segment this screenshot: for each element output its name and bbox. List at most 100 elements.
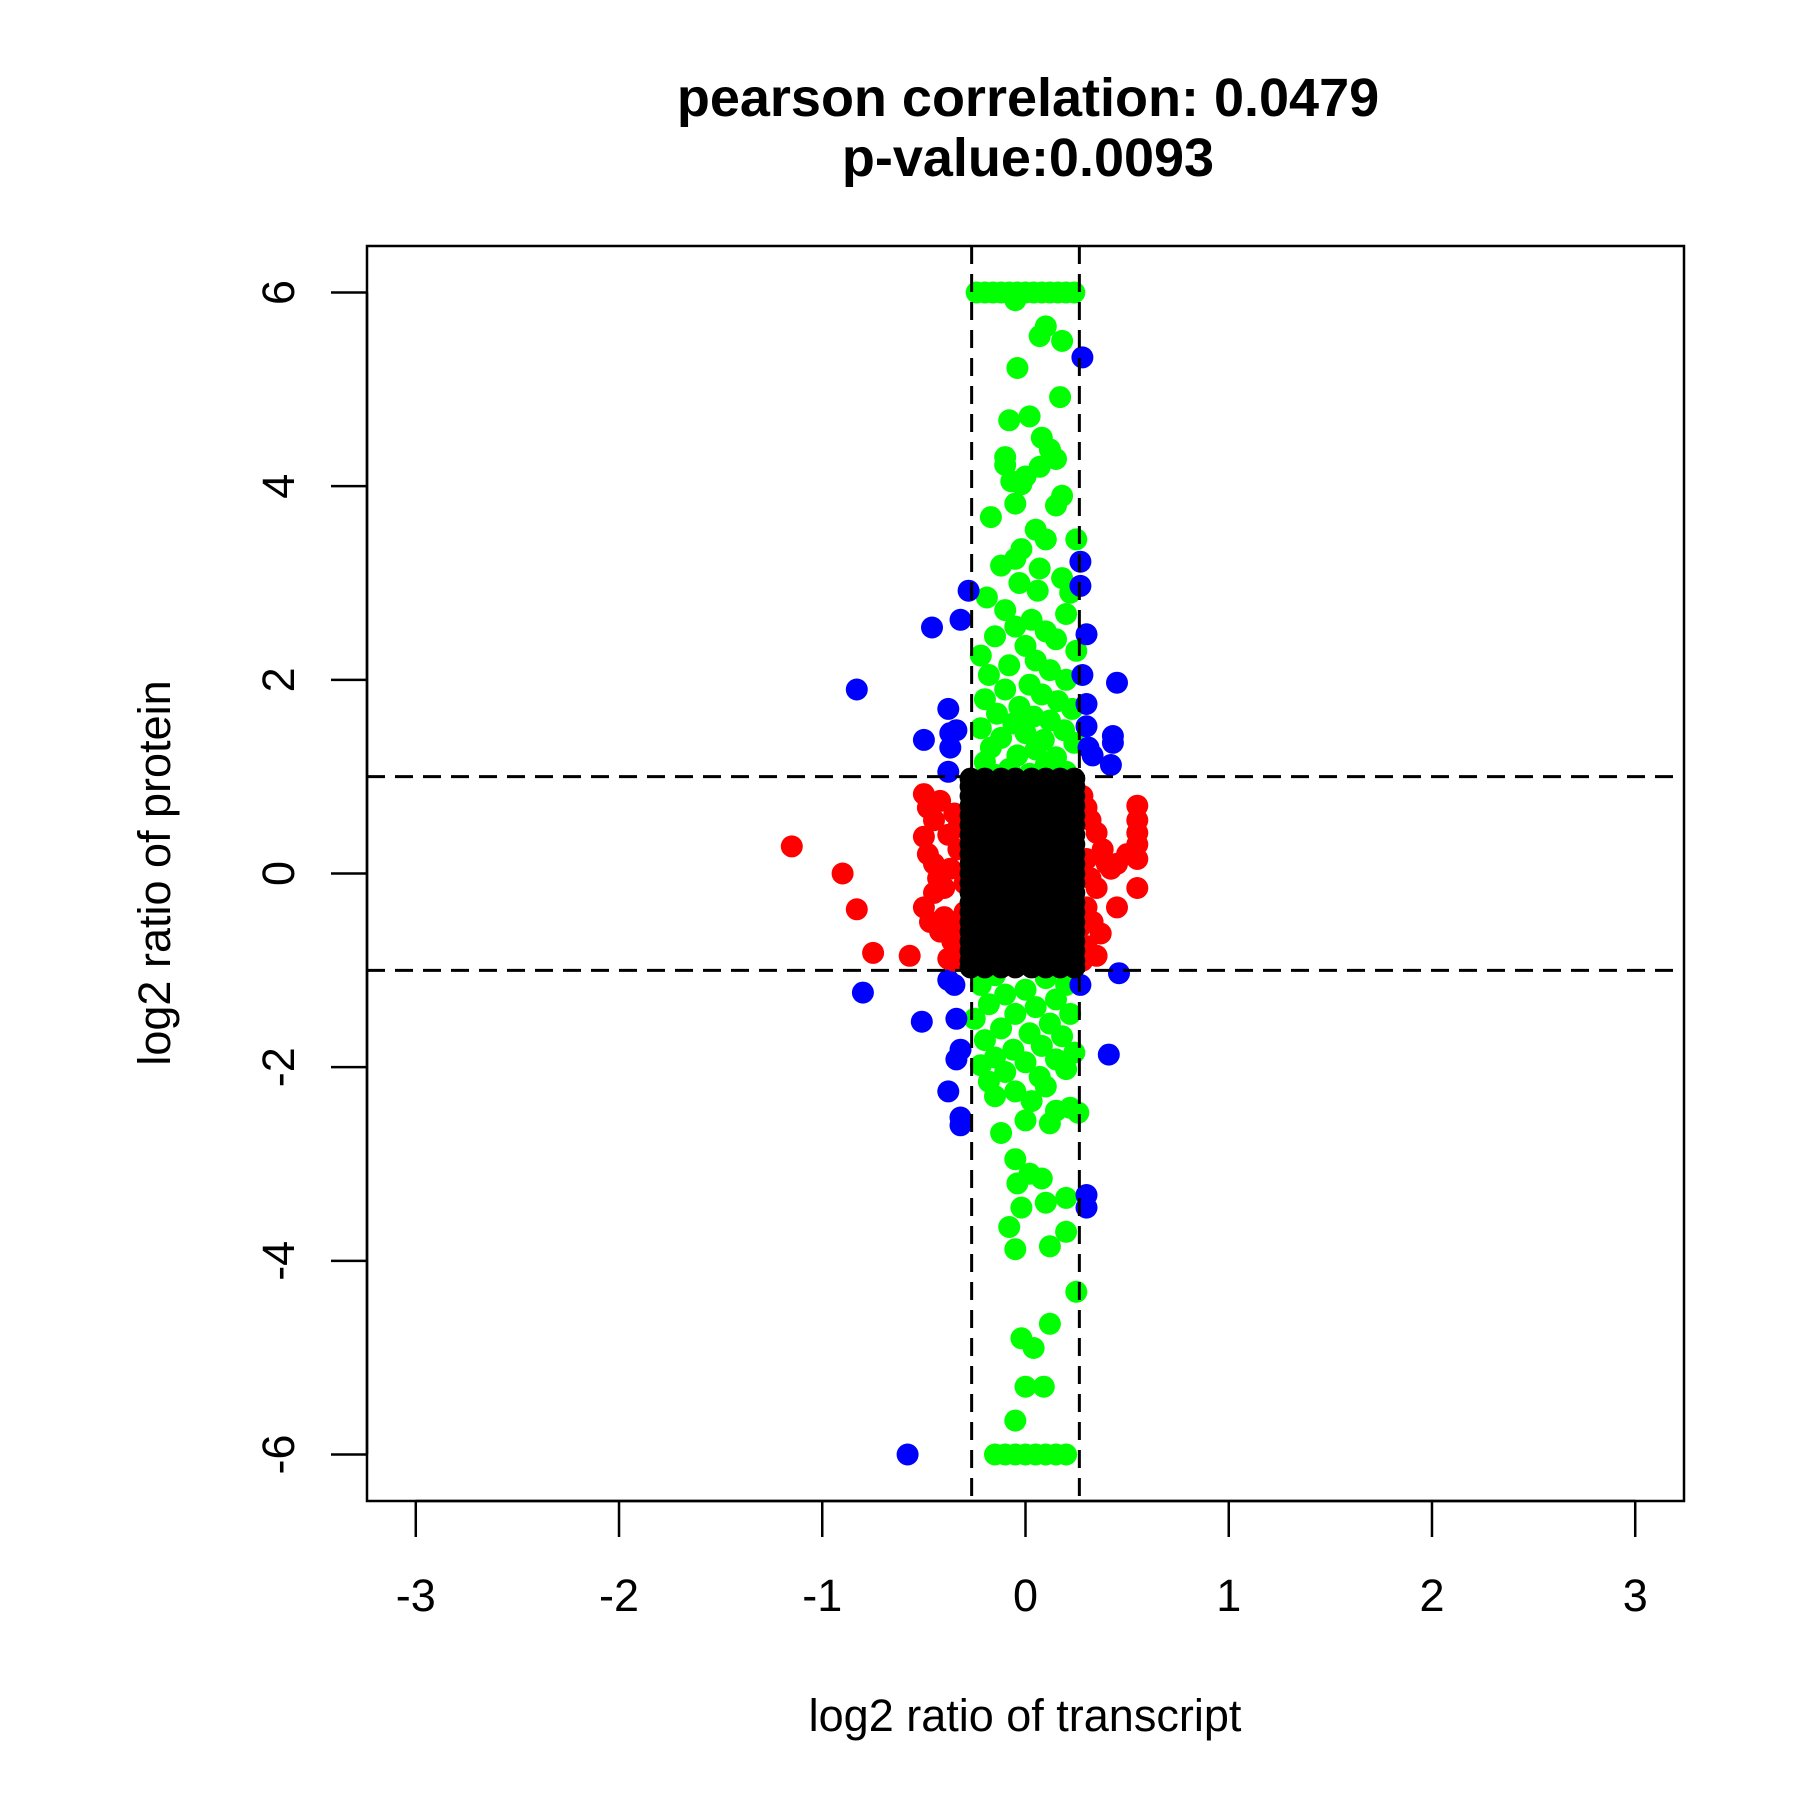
data-point xyxy=(1014,722,1037,745)
data-point xyxy=(1089,922,1112,945)
data-point xyxy=(1063,281,1086,304)
x-axis: -3 -2 -1 0 1 2 3 xyxy=(396,1499,1648,1621)
data-point xyxy=(1085,821,1108,844)
data-point xyxy=(1099,754,1122,776)
data-point xyxy=(939,857,962,880)
data-point xyxy=(937,697,960,720)
data-point xyxy=(1055,1220,1078,1243)
chart-title-line-2: p-value:0.0093 xyxy=(842,128,1214,188)
data-point xyxy=(1075,623,1098,646)
data-point xyxy=(1108,962,1130,985)
data-point xyxy=(937,760,960,783)
data-point xyxy=(851,981,874,1004)
data-point xyxy=(1014,1109,1037,1132)
data-point xyxy=(1045,448,1067,470)
data-point xyxy=(1014,978,1037,1001)
data-point xyxy=(1055,1058,1078,1081)
data-point xyxy=(1106,896,1128,919)
data-point xyxy=(1063,956,1086,979)
data-point xyxy=(994,983,1017,1006)
data-point xyxy=(1065,1280,1088,1303)
data-point xyxy=(1045,494,1067,517)
data-point xyxy=(1030,1167,1053,1190)
y-tick-label: -6 xyxy=(253,1434,304,1474)
data-point xyxy=(998,1216,1021,1238)
data-point xyxy=(1075,693,1098,715)
data-point xyxy=(780,835,803,858)
data-point xyxy=(1026,579,1049,602)
data-point xyxy=(1004,1409,1027,1432)
data-point xyxy=(945,719,968,742)
data-point xyxy=(1024,996,1047,1019)
data-point xyxy=(1038,1235,1061,1258)
data-point xyxy=(1004,1002,1027,1025)
data-point xyxy=(1065,528,1088,551)
data-point xyxy=(1006,1172,1029,1195)
data-point xyxy=(1004,956,1027,979)
data-point xyxy=(1034,1075,1057,1098)
data-point xyxy=(1038,1312,1061,1335)
data-point xyxy=(969,973,992,996)
data-point xyxy=(921,616,943,639)
data-point xyxy=(1045,988,1067,1011)
data-point xyxy=(896,1443,919,1466)
data-point xyxy=(1051,1025,1074,1048)
data-point xyxy=(1038,1112,1061,1135)
data-point xyxy=(1049,386,1072,409)
data-point xyxy=(994,678,1017,701)
chart-title-line-1: pearson correlation: 0.0479 xyxy=(677,68,1379,128)
data-point xyxy=(998,654,1021,677)
data-point xyxy=(994,599,1017,622)
data-point xyxy=(939,736,962,759)
data-point xyxy=(1010,473,1033,496)
y-tick-label: 2 xyxy=(253,667,304,692)
data-point xyxy=(923,881,945,904)
data-point xyxy=(1071,664,1094,686)
data-point xyxy=(990,1122,1013,1144)
y-axis-label: log2 ratio of protein xyxy=(129,680,180,1065)
data-point xyxy=(1006,357,1029,379)
data-point xyxy=(963,1007,986,1030)
data-point xyxy=(1024,738,1047,761)
data-point xyxy=(1038,659,1061,682)
data-point xyxy=(1085,877,1108,899)
data-point xyxy=(994,1061,1017,1083)
data-point xyxy=(1126,877,1149,899)
data-point xyxy=(998,409,1021,432)
y-tick-label: -2 xyxy=(253,1047,304,1087)
data-point xyxy=(912,825,935,848)
data-point xyxy=(1008,572,1031,594)
data-point xyxy=(1101,731,1124,754)
data-point xyxy=(1004,1148,1027,1171)
data-points xyxy=(780,281,1149,1466)
data-point xyxy=(1028,557,1051,580)
data-point xyxy=(1106,671,1128,694)
data-point xyxy=(1065,639,1088,662)
data-point xyxy=(977,664,1000,686)
data-point xyxy=(1014,1051,1037,1074)
data-point xyxy=(937,1080,960,1103)
x-tick-label: -2 xyxy=(599,1570,639,1621)
data-point xyxy=(1030,1034,1053,1057)
data-point xyxy=(1081,744,1104,767)
data-point xyxy=(1014,1375,1037,1398)
data-point xyxy=(973,956,996,979)
data-point xyxy=(984,1085,1006,1108)
data-point xyxy=(957,579,980,602)
data-point xyxy=(831,862,854,885)
y-tick-label: -4 xyxy=(253,1241,304,1281)
data-point xyxy=(1034,1191,1057,1214)
data-point xyxy=(1004,492,1027,515)
data-point xyxy=(986,702,1008,725)
x-tick-label: 3 xyxy=(1623,1570,1648,1621)
y-tick-label: 0 xyxy=(253,861,304,886)
data-point xyxy=(1004,547,1027,570)
data-point xyxy=(1075,715,1098,738)
data-point xyxy=(1004,1238,1027,1261)
data-point xyxy=(984,625,1006,648)
data-point xyxy=(973,1029,996,1052)
data-point xyxy=(1024,518,1047,541)
data-point xyxy=(845,898,868,921)
data-point xyxy=(898,944,921,967)
